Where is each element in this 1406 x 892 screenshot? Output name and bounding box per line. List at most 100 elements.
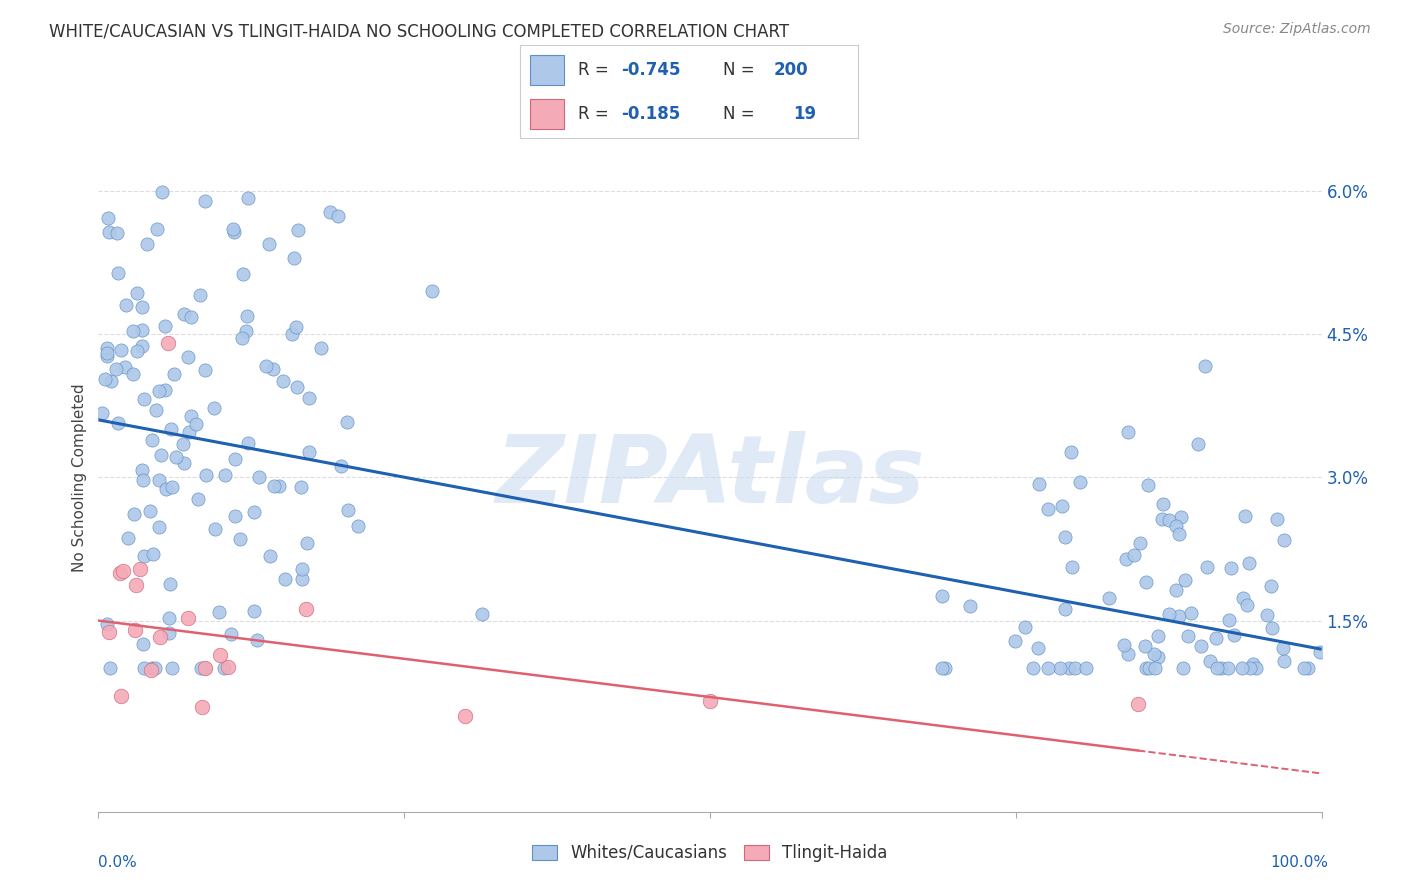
Point — [1166, 518, 1188, 533]
Point — [142, 547, 165, 561]
Point — [180, 310, 202, 324]
Point — [148, 384, 170, 398]
Point — [110, 343, 132, 358]
Point — [131, 339, 153, 353]
Point — [194, 661, 217, 675]
Point — [1177, 629, 1199, 643]
Point — [96, 349, 118, 363]
Point — [247, 470, 270, 484]
Point — [1159, 607, 1181, 621]
Point — [1074, 661, 1097, 675]
Point — [173, 308, 195, 322]
Point — [222, 225, 245, 239]
Point — [122, 507, 145, 521]
Point — [98, 624, 121, 639]
Point — [1236, 598, 1258, 612]
Point — [1022, 661, 1045, 675]
Point — [127, 286, 149, 301]
Point — [1261, 621, 1284, 635]
Point — [246, 633, 269, 648]
Text: 200: 200 — [773, 61, 808, 78]
Point — [224, 508, 246, 523]
Point — [188, 288, 211, 302]
Point — [1194, 359, 1216, 374]
Point — [269, 479, 291, 493]
Point — [295, 601, 318, 615]
Point — [115, 298, 138, 312]
Point — [202, 401, 225, 416]
Point — [1069, 475, 1091, 489]
Point — [1223, 628, 1246, 642]
Point — [243, 505, 266, 519]
Point — [1050, 500, 1073, 514]
Point — [148, 520, 170, 534]
Point — [1219, 561, 1241, 575]
Point — [298, 444, 321, 458]
Point — [1054, 530, 1077, 544]
Point — [177, 350, 200, 364]
Point — [1129, 536, 1152, 550]
Point — [1218, 614, 1240, 628]
Point — [1146, 650, 1168, 665]
Point — [1239, 556, 1261, 570]
Point — [454, 709, 477, 723]
Point — [155, 482, 177, 496]
Point — [90, 406, 112, 420]
Point — [122, 367, 145, 381]
Point — [139, 504, 162, 518]
Point — [190, 661, 212, 675]
Point — [163, 367, 186, 381]
Point — [214, 468, 236, 483]
Legend: Whites/Caucasians, Tlingit-Haida: Whites/Caucasians, Tlingit-Haida — [524, 836, 896, 871]
Point — [1168, 527, 1191, 541]
Point — [1135, 661, 1157, 675]
Point — [1098, 591, 1121, 605]
Point — [1135, 575, 1157, 590]
Point — [1294, 661, 1316, 675]
Point — [160, 661, 183, 675]
Point — [235, 324, 257, 338]
Point — [97, 211, 120, 226]
Point — [471, 607, 494, 621]
Point — [330, 458, 353, 473]
Point — [236, 191, 259, 205]
Point — [125, 343, 148, 358]
Point — [224, 452, 246, 467]
Point — [217, 659, 239, 673]
Point — [129, 562, 152, 576]
Point — [159, 626, 181, 640]
Text: WHITE/CAUCASIAN VS TLINGIT-HAIDA NO SCHOOLING COMPLETED CORRELATION CHART: WHITE/CAUCASIAN VS TLINGIT-HAIDA NO SCHO… — [49, 22, 789, 40]
Point — [195, 467, 218, 482]
Point — [159, 577, 181, 591]
Point — [336, 416, 359, 430]
Point — [1234, 509, 1257, 524]
Point — [298, 391, 321, 405]
Point — [1239, 661, 1261, 675]
Point — [208, 648, 231, 663]
Point — [105, 226, 128, 240]
Point — [232, 267, 254, 281]
Point — [1150, 512, 1173, 526]
Point — [96, 341, 118, 355]
Point — [347, 519, 370, 533]
Point — [236, 309, 259, 323]
Point — [1135, 639, 1157, 653]
Point — [146, 222, 169, 236]
Point — [1205, 631, 1227, 645]
Point — [1063, 661, 1085, 675]
Point — [117, 532, 139, 546]
Point — [1136, 477, 1159, 491]
Point — [190, 699, 212, 714]
Point — [221, 221, 243, 235]
Point — [1256, 608, 1278, 623]
Text: -0.185: -0.185 — [621, 105, 681, 123]
Point — [1168, 608, 1191, 623]
Point — [326, 209, 349, 223]
Text: 0.0%: 0.0% — [98, 855, 138, 870]
Point — [94, 372, 117, 386]
Point — [291, 572, 314, 586]
Point — [135, 236, 157, 251]
Point — [1189, 639, 1212, 653]
Bar — [530, 99, 564, 129]
Point — [1128, 697, 1150, 711]
